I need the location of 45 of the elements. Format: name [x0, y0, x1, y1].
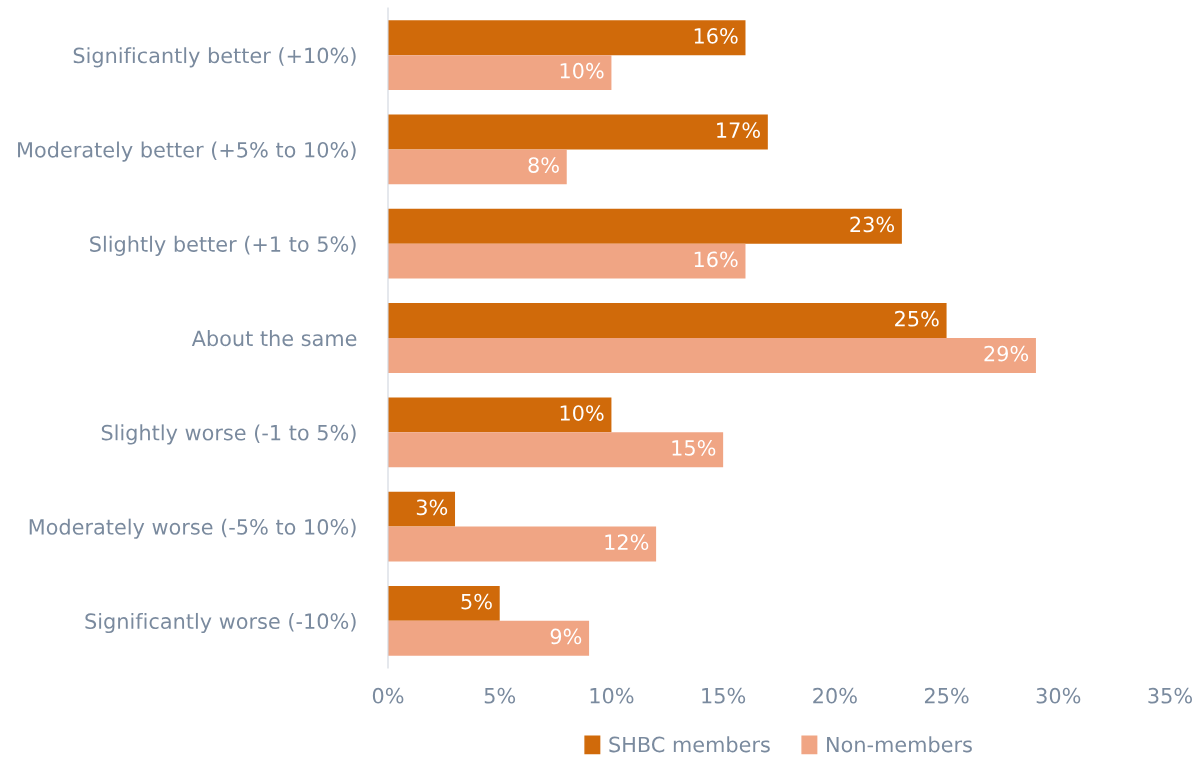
data-label: 3% — [416, 499, 448, 516]
data-label: 29% — [984, 345, 1029, 362]
data-label: 10% — [560, 62, 604, 79]
bar — [388, 149, 567, 185]
y-tick-label: Slightly better (+1 to 5%) — [90, 235, 356, 256]
x-tick-label: 25% — [924, 687, 969, 704]
bar — [388, 243, 746, 279]
y-tick-label: Moderately worse (-5% to 10%) — [29, 518, 356, 539]
data-label: 10% — [560, 405, 604, 421]
legend-label: Non-members — [827, 736, 972, 753]
data-label: 8% — [528, 157, 559, 173]
data-label: 9% — [550, 628, 582, 645]
bar — [388, 526, 657, 562]
bar — [388, 585, 500, 621]
bar — [388, 303, 947, 338]
legend-label: SHBC members — [609, 736, 770, 753]
data-label: 16% — [694, 251, 738, 268]
x-tick-label: 35% — [1148, 687, 1192, 704]
y-tick-label: Significantly better (+10%) — [73, 47, 356, 68]
y-tick-label: Slightly worse (-1 to 5%) — [101, 424, 356, 445]
x-tick-label: 20% — [813, 687, 857, 704]
data-label: 23% — [850, 216, 895, 233]
data-label: 25% — [895, 310, 939, 327]
bar — [388, 620, 590, 656]
bar — [388, 114, 768, 150]
y-tick-label: Moderately better (+5% to 10%) — [18, 141, 356, 162]
data-label: 15% — [672, 440, 716, 456]
y-tick-label: Significantly worse (-10%) — [85, 612, 356, 634]
y-tick-label: About the same — [191, 330, 357, 347]
bar — [388, 338, 1036, 373]
bar — [388, 55, 612, 91]
x-tick-label: 10% — [590, 687, 634, 704]
data-label: 17% — [717, 122, 760, 139]
bar — [388, 20, 746, 56]
bar — [388, 491, 456, 527]
bar — [388, 208, 902, 244]
x-tick-label: 5% — [484, 687, 516, 704]
bar — [388, 397, 612, 433]
bar — [388, 432, 724, 468]
data-label: 5% — [461, 593, 492, 610]
x-tick-label: 30% — [1036, 687, 1081, 704]
data-label: 12% — [605, 534, 649, 551]
x-tick-label: 15% — [702, 687, 746, 704]
x-tick-label: 0% — [372, 687, 404, 704]
data-label: 16% — [694, 27, 738, 44]
